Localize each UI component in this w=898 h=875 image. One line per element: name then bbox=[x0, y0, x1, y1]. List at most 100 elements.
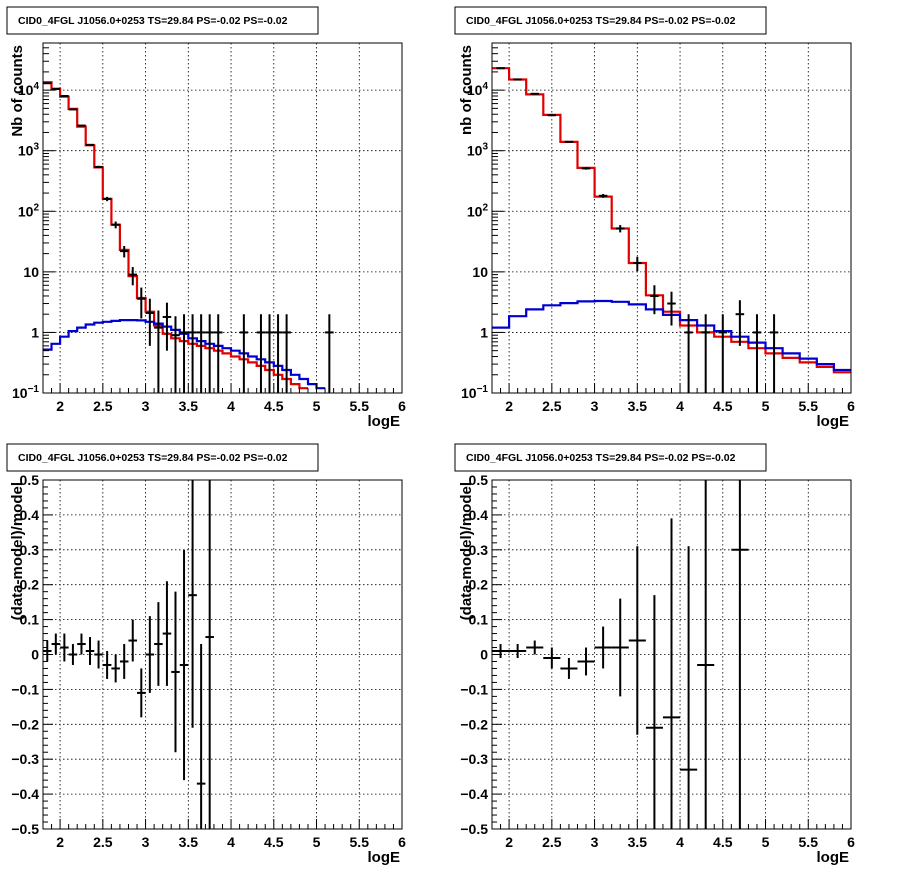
data-point bbox=[650, 285, 659, 315]
x-axis-label: logE bbox=[817, 413, 850, 430]
data-point bbox=[145, 616, 155, 693]
y-tick-label: 10 bbox=[472, 264, 488, 280]
data-point bbox=[731, 480, 749, 829]
data-point bbox=[102, 196, 112, 202]
x-tick-label: 4.5 bbox=[264, 834, 284, 850]
x-tick-label: 3 bbox=[142, 834, 150, 850]
x-tick-label: 6 bbox=[847, 834, 855, 850]
y-tick-label: 0.3 bbox=[469, 542, 489, 558]
y-tick-label: 0.4 bbox=[20, 507, 40, 523]
y-tick-label: 10 bbox=[23, 264, 39, 280]
data-point bbox=[628, 546, 646, 735]
data-point bbox=[526, 640, 544, 655]
data-point bbox=[196, 644, 206, 829]
x-tick-label: 2.5 bbox=[542, 398, 562, 414]
y-axis: −0.5 −0.4 −0.3 −0.2 −0.1 0 0.1 0.2 0.3 0.4 0.5(dat… bbox=[458, 472, 502, 837]
x-tick-label: 3.5 bbox=[179, 834, 199, 850]
x-tick-label: 2.5 bbox=[93, 398, 113, 414]
data-point bbox=[577, 647, 595, 676]
data-point bbox=[188, 314, 197, 393]
data-point bbox=[128, 619, 138, 662]
data-point bbox=[128, 267, 138, 286]
data-point bbox=[85, 637, 95, 665]
data-point bbox=[162, 302, 172, 351]
y-tick-label: 0.2 bbox=[469, 577, 489, 593]
data-point bbox=[171, 591, 180, 753]
plot-area bbox=[43, 43, 402, 393]
series-3-data-points bbox=[496, 67, 779, 393]
data-point bbox=[68, 644, 78, 665]
y-tick-label: 0.1 bbox=[20, 612, 40, 628]
data-point bbox=[265, 314, 274, 393]
y-tick-label: 103 bbox=[18, 142, 40, 159]
data-point bbox=[667, 291, 676, 326]
x-tick-label: 4 bbox=[676, 398, 684, 414]
x-axis-label: logE bbox=[817, 849, 850, 866]
x-tick-label: 4 bbox=[227, 398, 235, 414]
y-tick-label: 102 bbox=[467, 202, 489, 219]
x-tick-label: 5 bbox=[313, 834, 321, 850]
chart-title: CID0_4FGL J1056.0+0253 TS=29.84 PS=-0.02… bbox=[466, 452, 736, 464]
x-tick-label: 3 bbox=[142, 398, 150, 414]
data-point bbox=[68, 108, 78, 111]
data-point bbox=[752, 314, 762, 393]
data-point bbox=[179, 549, 189, 781]
x-tick-label: 6 bbox=[847, 398, 855, 414]
y-tick-label: −0.1 bbox=[11, 681, 39, 697]
x-tick-label: 2.5 bbox=[542, 834, 562, 850]
data-point bbox=[611, 598, 629, 697]
data-point bbox=[205, 480, 214, 829]
data-point bbox=[60, 633, 69, 662]
data-point bbox=[179, 314, 189, 393]
chart-title: CID0_4FGL J1056.0+0253 TS=29.84 PS=-0.02… bbox=[466, 15, 736, 27]
data-point bbox=[684, 314, 693, 393]
x-tick-label: 5.5 bbox=[350, 398, 370, 414]
data-point bbox=[509, 644, 527, 658]
data-point bbox=[594, 626, 612, 669]
x-tick-label: 4 bbox=[227, 834, 235, 850]
x-tick-label: 3 bbox=[591, 398, 599, 414]
y-tick-label: 0 bbox=[31, 647, 39, 663]
y-tick-label: −0.3 bbox=[11, 751, 39, 767]
x-tick-label: 5 bbox=[762, 834, 770, 850]
x-tick-label: 4 bbox=[676, 834, 684, 850]
data-point bbox=[137, 668, 146, 718]
data-point bbox=[94, 165, 103, 169]
data-point bbox=[492, 644, 510, 658]
data-point bbox=[560, 657, 578, 679]
y-tick-label: 104 bbox=[467, 81, 489, 98]
data-point bbox=[735, 300, 745, 346]
series-2-histogram bbox=[43, 319, 326, 390]
y-tick-label: 0.3 bbox=[20, 542, 40, 558]
x-tick-label: 5.5 bbox=[799, 834, 819, 850]
x-tick-label: 3.5 bbox=[628, 398, 648, 414]
y-tick-label: 10−1 bbox=[461, 384, 488, 401]
data-point bbox=[581, 167, 591, 170]
y-tick-label: 103 bbox=[467, 142, 489, 159]
data-point bbox=[111, 221, 120, 229]
title-frame bbox=[454, 6, 767, 35]
data-point bbox=[51, 633, 61, 655]
series-3-data-points bbox=[43, 82, 334, 393]
data-point bbox=[564, 140, 574, 143]
data-point bbox=[43, 640, 52, 662]
x-tick-label: 5.5 bbox=[350, 834, 370, 850]
y-axis-label: Nb of counts bbox=[9, 45, 26, 137]
y-tick-label: 0.4 bbox=[469, 507, 489, 523]
data-point bbox=[171, 316, 180, 393]
data-point bbox=[119, 644, 129, 679]
data-point bbox=[213, 314, 223, 393]
data-point bbox=[162, 581, 172, 686]
series-1-data-points bbox=[43, 480, 214, 829]
data-point bbox=[680, 546, 698, 829]
x-tick-label: 2 bbox=[505, 834, 513, 850]
data-point bbox=[85, 143, 95, 146]
plot-area bbox=[492, 43, 851, 393]
